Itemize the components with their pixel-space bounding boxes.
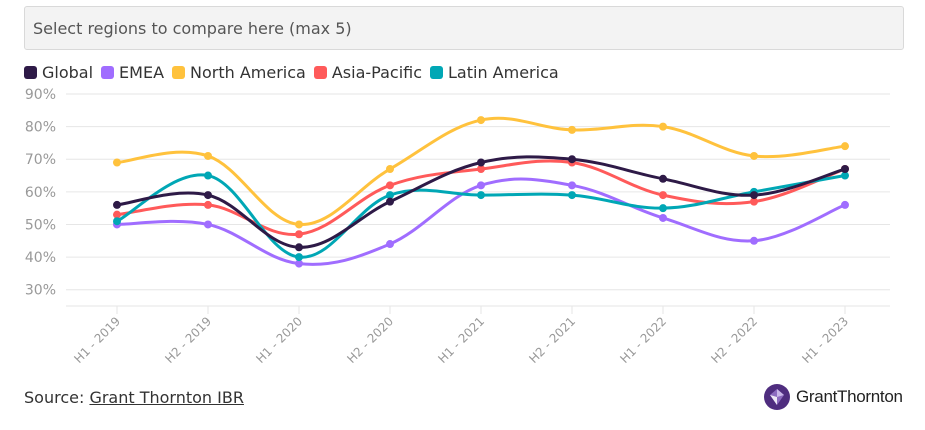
data-point-latin-america[interactable] <box>204 171 212 180</box>
data-point-global[interactable] <box>204 191 212 200</box>
legend-item-asia-pacific[interactable]: Asia-Pacific <box>313 62 423 82</box>
y-tick-label: 60% <box>25 185 56 201</box>
legend-label: North America <box>190 62 306 82</box>
series-line-latin-america <box>115 173 847 259</box>
data-point-emea[interactable] <box>750 236 758 245</box>
data-point-asia-pacific[interactable] <box>750 197 758 206</box>
y-tick-label: 80% <box>25 120 56 136</box>
legend-swatch <box>430 65 444 79</box>
data-point-north-america[interactable] <box>750 151 758 160</box>
data-point-emea[interactable] <box>295 259 303 268</box>
data-point-north-america[interactable] <box>204 151 212 160</box>
y-tick-label: 90% <box>25 87 56 103</box>
y-tick-label: 70% <box>25 152 56 168</box>
data-point-emea[interactable] <box>386 240 394 249</box>
data-point-latin-america[interactable] <box>568 191 576 200</box>
legend-label: Asia-Pacific <box>331 62 423 82</box>
data-point-global[interactable] <box>477 158 485 167</box>
data-point-latin-america[interactable] <box>113 217 121 226</box>
data-point-asia-pacific[interactable] <box>386 181 394 190</box>
data-point-north-america[interactable] <box>841 142 849 151</box>
data-point-emea[interactable] <box>204 220 212 229</box>
legend-swatch <box>313 65 327 79</box>
x-tick-label: H1 - 2019 <box>71 314 123 366</box>
data-point-north-america[interactable] <box>113 158 121 167</box>
data-point-global[interactable] <box>659 174 667 183</box>
x-tick-label: H1 - 2020 <box>253 314 305 366</box>
legend-label: Latin America <box>448 62 559 82</box>
x-tick-label: H2 - 2022 <box>708 314 760 366</box>
data-point-latin-america[interactable] <box>477 191 485 200</box>
data-point-asia-pacific[interactable] <box>204 200 212 209</box>
source-prefix: Source: <box>24 388 90 407</box>
legend-item-latin-america[interactable]: Latin America <box>430 63 559 82</box>
data-point-north-america[interactable] <box>659 122 667 131</box>
legend-item-global[interactable]: Global <box>24 63 93 82</box>
data-point-global[interactable] <box>113 200 121 209</box>
data-point-north-america[interactable] <box>386 165 394 174</box>
x-tick-label: H1 - 2023 <box>799 314 851 366</box>
legend-item-north-america[interactable]: North America <box>172 63 306 82</box>
y-tick-label: 40% <box>25 250 56 266</box>
data-point-north-america[interactable] <box>477 116 485 125</box>
series-global <box>113 155 849 252</box>
x-tick-label: H2 - 2020 <box>344 314 396 366</box>
data-point-global[interactable] <box>750 191 758 200</box>
data-point-global[interactable] <box>568 155 576 164</box>
series-line-north-america <box>115 116 847 226</box>
line-chart: 30% 40% 50% 60% 70% 80% 90% H1 - 2019 H2 - 2019 H… <box>25 87 890 366</box>
grant-thornton-logo-icon <box>764 384 790 410</box>
data-point-north-america[interactable] <box>295 220 303 229</box>
x-tick-label: H1 - 2022 <box>617 314 669 366</box>
legend-swatch <box>101 65 115 79</box>
legend-swatch <box>24 65 37 79</box>
data-point-global[interactable] <box>295 243 303 252</box>
data-point-latin-america[interactable] <box>386 191 394 200</box>
data-point-north-america[interactable] <box>568 125 576 134</box>
y-tick-label: 50% <box>25 217 56 233</box>
data-point-emea[interactable] <box>659 213 667 222</box>
data-point-global[interactable] <box>841 165 849 174</box>
data-point-latin-america[interactable] <box>659 204 667 213</box>
data-point-asia-pacific[interactable] <box>659 191 667 200</box>
legend-label: Global <box>42 62 94 82</box>
legend-label: EMEA <box>119 62 165 82</box>
series-north-america <box>113 116 849 229</box>
data-point-global[interactable] <box>386 197 394 206</box>
x-tick-label: H2 - 2021 <box>526 314 578 366</box>
x-tick-label: H2 - 2019 <box>162 314 214 366</box>
data-point-asia-pacific[interactable] <box>477 165 485 174</box>
legend-item-emea[interactable]: EMEA <box>101 63 164 82</box>
legend-swatch <box>172 65 186 79</box>
region-selector-input[interactable]: Select regions to compare here (max 5) <box>24 6 904 50</box>
source-link[interactable]: Grant Thornton IBR <box>89 388 244 407</box>
brand-name: GrantThornton <box>796 387 903 406</box>
data-point-emea[interactable] <box>477 181 485 190</box>
chart-legend: Global EMEA North America Asia-Pacific Latin… <box>24 60 567 84</box>
data-point-latin-america[interactable] <box>295 253 303 262</box>
data-point-asia-pacific[interactable] <box>113 210 121 219</box>
x-tick-label: H1 - 2021 <box>435 314 487 366</box>
data-point-emea[interactable] <box>841 200 849 209</box>
brand-logo: GrantThornton <box>764 383 903 411</box>
source-note: Source: Grant Thornton IBR <box>24 388 244 407</box>
data-point-asia-pacific[interactable] <box>295 230 303 239</box>
region-selector-placeholder: Select regions to compare here (max 5) <box>33 18 352 38</box>
data-point-emea[interactable] <box>568 181 576 190</box>
data-point-latin-america[interactable] <box>841 171 849 180</box>
y-tick-label: 30% <box>25 283 56 299</box>
